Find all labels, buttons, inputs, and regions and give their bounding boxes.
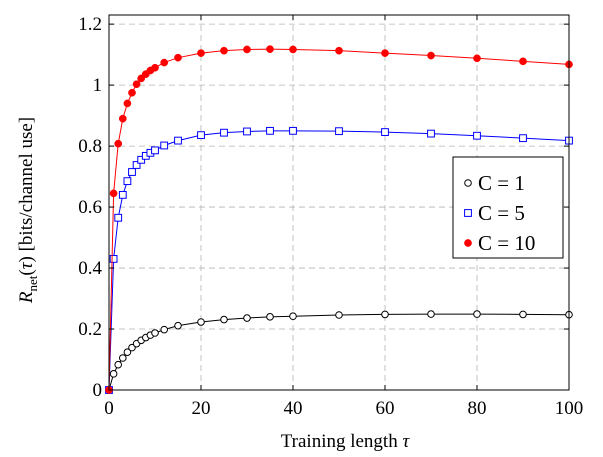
- y-tick-label: 0: [93, 380, 103, 401]
- legend-label: C = 5: [478, 201, 525, 225]
- data-point: [197, 318, 205, 326]
- data-point: [123, 99, 132, 108]
- data-point: [427, 51, 435, 60]
- series-3: [105, 45, 573, 394]
- y-tick-label: 0.2: [78, 319, 102, 340]
- data-point: [381, 128, 389, 136]
- data-point: [151, 329, 159, 337]
- data-point: [519, 134, 527, 143]
- data-point: [473, 54, 481, 63]
- data-point: [243, 127, 251, 136]
- x-tick-label: 20: [192, 398, 211, 419]
- data-point: [381, 49, 389, 57]
- data-point: [174, 136, 182, 145]
- legend-item: C = 5: [464, 201, 525, 225]
- plot-frame: [108, 14, 570, 391]
- data-point: [118, 190, 127, 199]
- y-tick-label: 1.2: [78, 14, 102, 35]
- data-point: [109, 255, 118, 263]
- data-point: [123, 177, 132, 186]
- data-point: [427, 310, 435, 318]
- data-point: [266, 313, 274, 321]
- data-point: [128, 88, 136, 97]
- data-point: [109, 370, 118, 378]
- data-point: [114, 213, 123, 222]
- data-point: [220, 128, 228, 137]
- x-tick-label: 0: [104, 398, 114, 419]
- legend-label: C = 10: [478, 231, 535, 255]
- data-point: [119, 354, 127, 362]
- data-point: [123, 348, 132, 356]
- data-point: [160, 58, 169, 67]
- y-tick-label: 0.8: [78, 136, 102, 157]
- data-point: [266, 126, 274, 135]
- data-point: [128, 168, 136, 176]
- data-point: [473, 310, 481, 318]
- y-axis-label: Rnet(τ) [bits/channel use]: [16, 117, 40, 304]
- x-tick-label: 40: [284, 398, 303, 419]
- legend-item: C = 10: [464, 231, 535, 255]
- data-point: [118, 114, 127, 123]
- x-tick-label: 100: [555, 398, 584, 419]
- data-point: [335, 127, 343, 136]
- data-point: [473, 131, 481, 140]
- data-point: [519, 57, 527, 66]
- data-point: [137, 155, 146, 164]
- legend-item: C = 1: [464, 171, 525, 195]
- ticks: 0 20 40 60 80 100 0 0.2 0.4 0.6 0.8 1 1.2: [78, 14, 583, 419]
- data-point: [109, 189, 118, 198]
- y-tick-label: 0.6: [78, 197, 102, 218]
- data-point: [289, 126, 297, 135]
- data-point: [335, 311, 343, 319]
- y-tick-label: 0.4: [78, 258, 102, 279]
- data-point: [289, 312, 297, 321]
- legend-marker: [464, 239, 472, 247]
- data-point: [132, 80, 141, 89]
- data-point: [160, 141, 169, 150]
- data-point: [132, 161, 141, 169]
- data-point: [114, 360, 122, 369]
- data-point: [519, 310, 527, 319]
- data-point: [335, 46, 343, 55]
- x-tick-label: 80: [468, 398, 487, 419]
- data-point: [243, 45, 251, 54]
- x-axis-label: Training length τ: [281, 431, 411, 452]
- data-point: [114, 139, 123, 148]
- data-point: [174, 53, 182, 62]
- data-point: [197, 49, 205, 57]
- legend: C = 1 C = 5 C = 10: [452, 156, 564, 259]
- data-point: [174, 321, 182, 330]
- legend-marker: [464, 209, 472, 217]
- data-point: [220, 46, 228, 55]
- series-1: [105, 310, 573, 394]
- data-point: [197, 131, 205, 140]
- data-point: [160, 325, 168, 334]
- x-tick-label: 60: [376, 398, 395, 419]
- data-point: [427, 129, 435, 138]
- data-point: [220, 315, 228, 324]
- legend-marker: [464, 179, 472, 187]
- data-point: [243, 314, 251, 322]
- y-tick-label: 1: [93, 75, 103, 96]
- legend-label: C = 1: [478, 171, 525, 195]
- data-point: [151, 146, 159, 155]
- data-point: [381, 310, 389, 319]
- data-point: [289, 45, 297, 54]
- data-point: [266, 45, 274, 53]
- data-point: [151, 63, 159, 72]
